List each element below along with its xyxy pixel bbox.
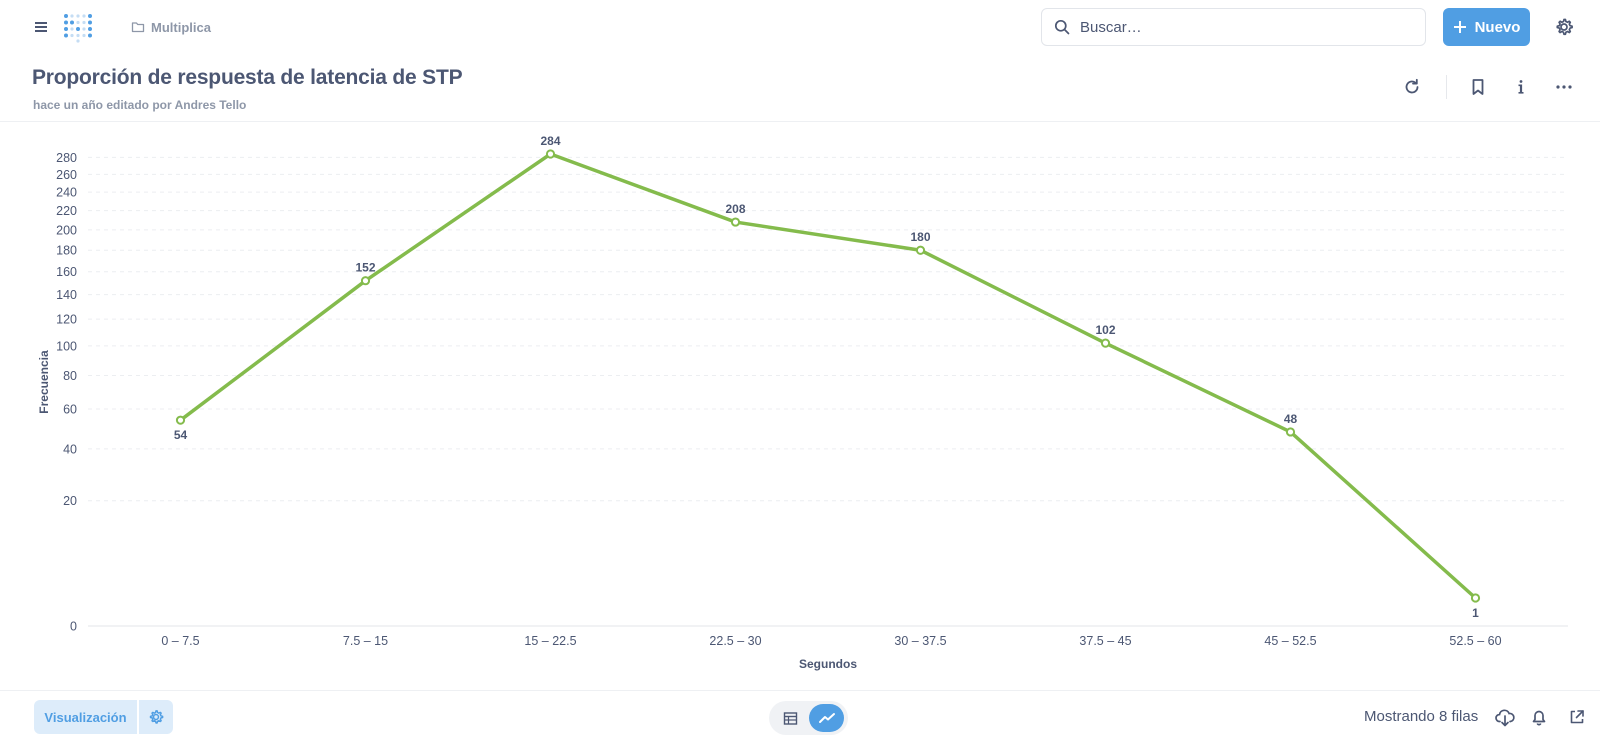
data-point[interactable] bbox=[915, 245, 926, 255]
bell-icon[interactable] bbox=[1528, 706, 1550, 728]
y-tick-label: 220 bbox=[56, 204, 77, 218]
data-label: 1 bbox=[1472, 606, 1479, 620]
x-tick-label: 37.5 – 45 bbox=[1079, 634, 1131, 648]
search-input[interactable] bbox=[1080, 18, 1400, 36]
x-tick-label: 0 – 7.5 bbox=[161, 634, 199, 648]
gear-icon bbox=[149, 710, 164, 724]
y-tick-label: 160 bbox=[56, 265, 77, 279]
chart-points bbox=[175, 149, 1481, 603]
data-point[interactable] bbox=[175, 415, 186, 425]
bookmark-icon[interactable] bbox=[1467, 76, 1489, 98]
y-tick-label: 80 bbox=[63, 369, 77, 383]
search-icon bbox=[1054, 19, 1070, 35]
breadcrumb-collection[interactable]: Multiplica bbox=[151, 19, 211, 35]
y-tick-label: 240 bbox=[56, 186, 77, 200]
data-point[interactable] bbox=[730, 217, 741, 227]
hamburger-icon[interactable] bbox=[30, 16, 52, 38]
y-tick-label: 100 bbox=[56, 339, 77, 353]
data-point[interactable] bbox=[1100, 338, 1111, 348]
cloud-download-icon[interactable] bbox=[1494, 706, 1516, 728]
plus-icon bbox=[1453, 21, 1466, 33]
x-tick-label: 45 – 52.5 bbox=[1264, 634, 1316, 648]
chart-series bbox=[178, 152, 1478, 600]
chart-gridlines bbox=[88, 156, 1568, 627]
visualization-button[interactable]: Visualización bbox=[34, 700, 137, 734]
data-label: 284 bbox=[540, 134, 560, 148]
breadcrumb[interactable]: Multiplica bbox=[131, 17, 211, 37]
external-link-icon[interactable] bbox=[1566, 706, 1588, 728]
footer-divider bbox=[0, 690, 1600, 691]
line-chart-icon bbox=[818, 713, 835, 723]
x-tick-label: 30 – 37.5 bbox=[894, 634, 946, 648]
y-tick-label: 140 bbox=[56, 288, 77, 302]
data-label: 208 bbox=[725, 202, 745, 216]
new-button-label: Nuevo bbox=[1474, 18, 1521, 36]
gear-icon[interactable] bbox=[1553, 16, 1575, 38]
header-divider bbox=[0, 121, 1600, 122]
metabase-logo[interactable] bbox=[62, 10, 94, 44]
y-tick-label: 260 bbox=[56, 168, 77, 182]
series-line bbox=[178, 152, 1478, 600]
last-edited-info[interactable]: hace un año editado por Andres Tello bbox=[33, 98, 247, 112]
x-axis: 0 – 7.5 7.5 – 15 15 – 22.5 22.5 – 30 30 – 37… bbox=[161, 634, 1501, 648]
ellipsis-icon[interactable] bbox=[1553, 76, 1575, 98]
folder-icon bbox=[131, 22, 145, 33]
y-tick-label: 280 bbox=[56, 151, 77, 165]
page-title[interactable]: Proporción de respuesta de latencia de S… bbox=[32, 66, 463, 89]
x-tick-label: 7.5 – 15 bbox=[343, 634, 388, 648]
table-view-toggle[interactable] bbox=[773, 704, 808, 732]
y-tick-label: 20 bbox=[63, 494, 77, 508]
y-tick-label: 40 bbox=[63, 442, 77, 456]
top-navigation: Multiplica Nuevo bbox=[0, 0, 1600, 54]
data-label: 180 bbox=[910, 230, 930, 244]
y-tick-label: 60 bbox=[63, 403, 77, 417]
new-button[interactable]: Nuevo bbox=[1443, 8, 1530, 46]
y-tick-label: 0 bbox=[70, 620, 77, 634]
data-label: 54 bbox=[174, 428, 188, 442]
chart-view-toggle[interactable] bbox=[809, 704, 844, 732]
x-tick-label: 15 – 22.5 bbox=[524, 634, 576, 648]
data-point[interactable] bbox=[1470, 593, 1481, 603]
row-count: Mostrando 8 filas bbox=[1364, 708, 1479, 725]
y-axis-title: Frecuencia bbox=[37, 350, 51, 414]
x-axis-title: Segundos bbox=[799, 657, 857, 671]
data-point[interactable] bbox=[360, 276, 371, 286]
data-label: 102 bbox=[1095, 323, 1115, 337]
y-tick-label: 200 bbox=[56, 223, 77, 237]
y-tick-label: 120 bbox=[56, 313, 77, 327]
line-chart: 020406080100120140160180200220240260280 … bbox=[37, 134, 1568, 671]
data-label: 48 bbox=[1284, 412, 1298, 426]
data-point[interactable] bbox=[545, 149, 556, 159]
visualization-settings-button[interactable] bbox=[139, 700, 173, 734]
data-point[interactable] bbox=[1285, 427, 1296, 437]
y-tick-label: 180 bbox=[56, 244, 77, 258]
y-axis: 0 20 40 60 80 100 120 140 160 180 200 220 240 260 280 bbox=[56, 151, 77, 634]
view-toggle bbox=[769, 701, 848, 735]
x-tick-label: 22.5 – 30 bbox=[709, 634, 761, 648]
x-tick-label: 52.5 – 60 bbox=[1449, 634, 1501, 648]
actions-divider bbox=[1446, 75, 1447, 99]
chart-data-labels: 54 152 284 208 180 102 48 1 bbox=[174, 134, 1479, 620]
table-icon bbox=[783, 711, 798, 725]
info-icon[interactable] bbox=[1510, 76, 1532, 98]
search-bar[interactable] bbox=[1041, 8, 1426, 46]
refresh-icon[interactable] bbox=[1401, 76, 1423, 98]
data-label: 152 bbox=[355, 261, 375, 275]
